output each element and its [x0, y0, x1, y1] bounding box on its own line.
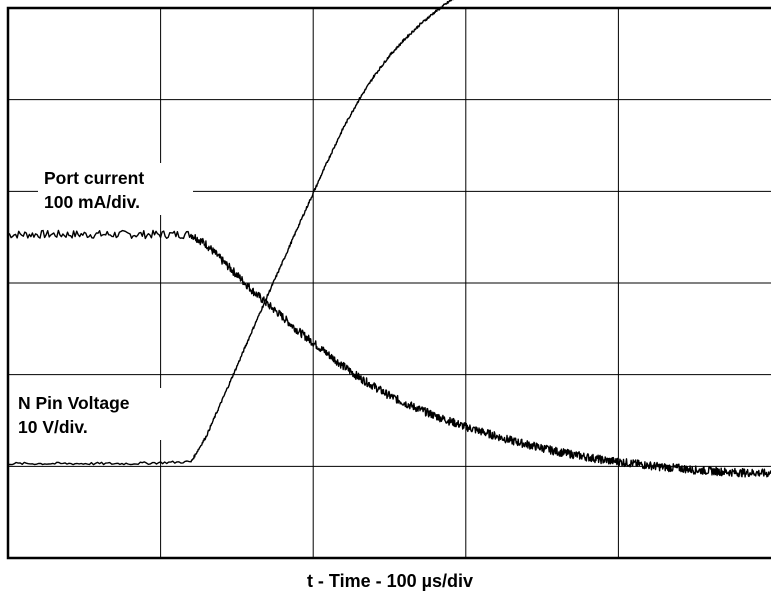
n-pin-voltage-trace: [7, 0, 454, 466]
traces: [7, 0, 771, 478]
x-axis-label: t - Time - 100 µs/div: [307, 571, 473, 591]
grid: [8, 8, 771, 558]
port-current-label-line1: Port current: [44, 168, 144, 188]
plot-frame: [6, 6, 771, 560]
port-current-label-backdrop: [38, 163, 193, 215]
port-current-trace: [7, 229, 771, 478]
n-pin-voltage-label-line2: 10 V/div.: [18, 417, 88, 437]
port-current-label-line2: 100 mA/div.: [44, 192, 140, 212]
n-pin-voltage-label-backdrop: [12, 388, 174, 440]
n-pin-voltage-label-line1: N Pin Voltage: [18, 393, 130, 413]
